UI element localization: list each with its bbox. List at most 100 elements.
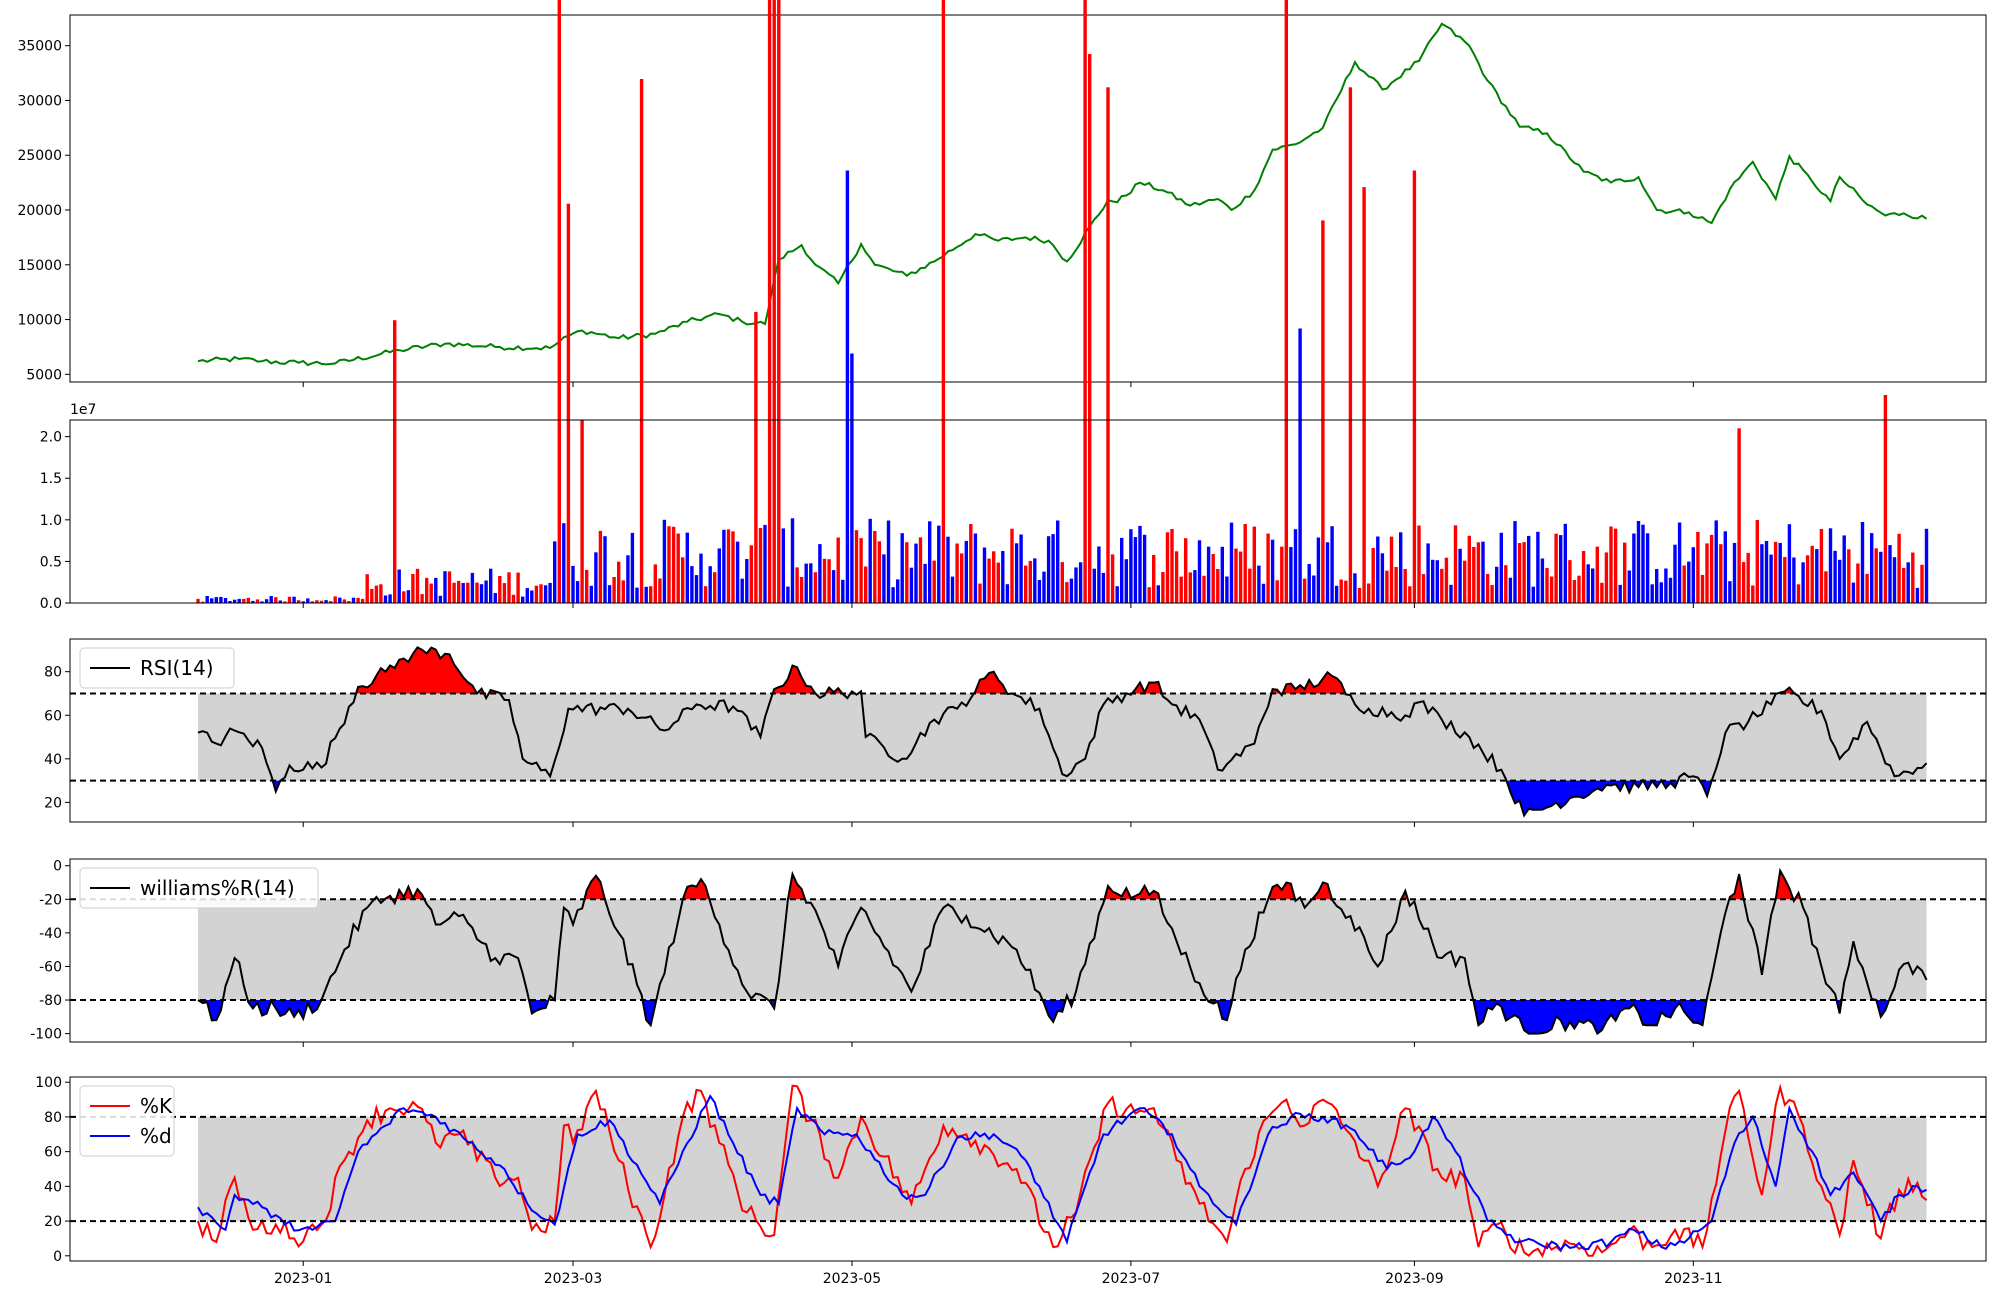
volume-bar xyxy=(1668,577,1673,603)
volume-bar xyxy=(397,569,401,603)
volume-bar xyxy=(223,598,228,603)
volume-bar xyxy=(479,584,484,603)
volume-ytick-label: 2.0 xyxy=(40,430,62,446)
stochastic-d-line xyxy=(197,1094,1928,1252)
volume-bar xyxy=(1527,535,1531,603)
volume-bar xyxy=(681,557,685,603)
stochastic-ytick-label: 60 xyxy=(44,1145,62,1161)
volume-bar xyxy=(1147,587,1151,603)
volume-bar xyxy=(1344,580,1348,603)
volume-bar xyxy=(617,561,621,603)
volume-bar xyxy=(557,0,561,603)
volume-bar xyxy=(1234,548,1238,603)
volume-bar xyxy=(1728,581,1732,603)
volume-bar xyxy=(973,533,978,603)
xtick-label: 2023-01 xyxy=(274,1271,333,1287)
volume-bar xyxy=(1453,525,1458,603)
volume-bar xyxy=(553,541,557,603)
volume-bar xyxy=(580,420,584,603)
volume-bar xyxy=(388,594,392,603)
volume-bar xyxy=(1412,170,1417,603)
volume-bar xyxy=(607,585,612,603)
volume-bar xyxy=(690,566,694,603)
price-ytick-label: 20000 xyxy=(17,203,62,219)
williams-excess-fill xyxy=(1312,882,1332,900)
volume-bar xyxy=(1645,533,1650,603)
volume-bar xyxy=(1389,536,1394,603)
volume-bar xyxy=(1673,544,1677,603)
volume-bar xyxy=(406,590,411,603)
volume-bar xyxy=(1677,522,1682,603)
volume-bar xyxy=(1787,524,1792,603)
volume-bar xyxy=(1472,547,1476,603)
volume-bar xyxy=(1691,547,1695,603)
rsi-excess-fill xyxy=(1506,780,1643,816)
volume-bar xyxy=(635,587,639,603)
volume-bar xyxy=(1225,576,1229,603)
williams-ytick-label: -80 xyxy=(39,993,62,1009)
volume-bar xyxy=(777,0,781,603)
volume-bar xyxy=(1129,529,1133,603)
price-ytick-label: 25000 xyxy=(17,148,62,164)
volume-bar xyxy=(900,533,904,603)
price-ytick-label: 10000 xyxy=(17,313,62,329)
volume-bar xyxy=(1216,569,1220,603)
volume-bar xyxy=(1188,572,1192,603)
volume-bar xyxy=(1142,534,1147,603)
stochastic-legend-box xyxy=(79,1085,175,1157)
volume-bar xyxy=(1577,575,1581,603)
volume-bar xyxy=(1810,545,1814,603)
volume-bar xyxy=(1650,584,1654,603)
volume-bar xyxy=(918,537,923,603)
xtick-label: 2023-03 xyxy=(544,1271,603,1287)
volume-bar xyxy=(804,563,808,603)
volume-bar xyxy=(726,529,731,603)
volume-bar xyxy=(1659,582,1663,603)
volume-bar xyxy=(845,170,850,603)
stochastic-ytick-label: 80 xyxy=(44,1110,62,1126)
price-ytick-label: 35000 xyxy=(17,39,62,55)
volume-ytick-label: 0.5 xyxy=(40,554,62,570)
volume-bar xyxy=(946,536,950,603)
volume-bar xyxy=(1138,525,1142,603)
price-frame xyxy=(69,14,1987,383)
volume-bar xyxy=(356,597,360,603)
volume-bar xyxy=(210,598,214,603)
volume-bar xyxy=(1696,531,1700,603)
volume-bar xyxy=(1243,524,1247,603)
volume-frame xyxy=(69,419,1987,604)
volume-bar xyxy=(1892,557,1897,603)
volume-bar xyxy=(1769,554,1773,603)
volume-bar xyxy=(786,586,790,603)
volume-bar xyxy=(1517,543,1522,603)
volume-bar xyxy=(754,311,758,603)
volume-bar xyxy=(1371,548,1375,603)
volume-bar xyxy=(328,601,333,603)
volume-ytick-label: 0.0 xyxy=(40,596,62,612)
volume-bar xyxy=(585,569,589,603)
volume-bar xyxy=(1563,523,1567,603)
stochastic-ytick-label: 100 xyxy=(35,1075,62,1091)
volume-bar xyxy=(219,596,223,603)
williams-ytick-label: -20 xyxy=(39,892,62,908)
volume-bar xyxy=(1106,87,1110,604)
volume-bar xyxy=(1229,522,1234,603)
volume-bar xyxy=(1394,567,1398,603)
volume-bar xyxy=(1741,562,1746,603)
volume-bar xyxy=(1815,549,1819,603)
volume-bar xyxy=(1902,567,1906,603)
volume-bar xyxy=(1431,559,1435,603)
volume-bar xyxy=(1595,546,1599,603)
volume-bar xyxy=(1056,520,1060,603)
volume-bar xyxy=(1805,555,1810,603)
volume-bar xyxy=(383,595,388,603)
williams-excess-fill xyxy=(682,879,710,900)
williams-excess-fill xyxy=(1775,870,1794,900)
volume-bar xyxy=(717,548,721,603)
volume-bar xyxy=(1833,550,1837,603)
volume-bar xyxy=(621,580,625,603)
volume-bar xyxy=(731,531,735,603)
volume-bar xyxy=(1357,588,1362,603)
volume-bar xyxy=(1883,395,1888,603)
volume-bar xyxy=(1874,548,1878,603)
